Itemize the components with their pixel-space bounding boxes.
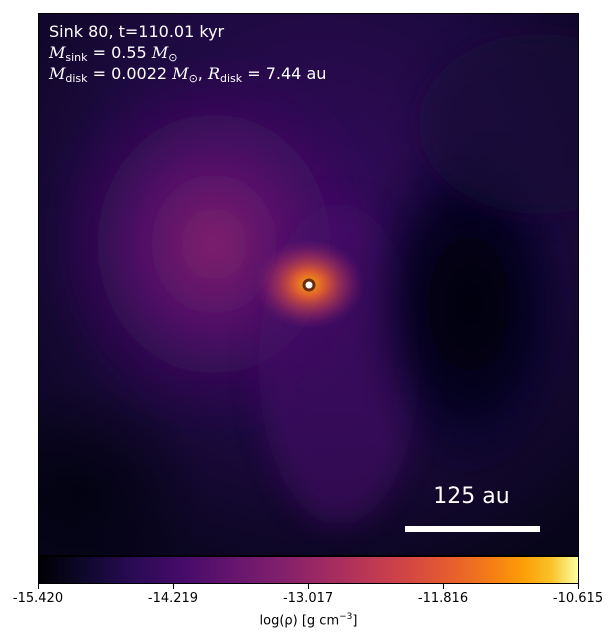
colorbar-tick	[578, 584, 579, 589]
colorbar-tick-label: -10.615	[552, 591, 604, 606]
colorbar-tick	[38, 584, 39, 589]
sink-label: Sink 80, t=110.01 kyr	[49, 22, 225, 41]
colorbar-label: log(ρ) [g cm−3]	[259, 612, 358, 629]
colorbar	[38, 556, 579, 584]
colorbar-tick-label: -13.017	[282, 591, 334, 606]
colorbar-tick-label: -11.816	[417, 591, 469, 606]
colorbar-tick	[443, 584, 445, 589]
scale-bar-label: 125 au	[433, 484, 510, 509]
density-map: Sink 80, t=110.01 kyr Msink = 0.55 M⊙ Md…	[38, 13, 579, 556]
sink-mass-label: Msink = 0.55 M⊙	[49, 43, 178, 64]
sink-marker	[302, 278, 316, 292]
disk-mass-radius-label: Mdisk = 0.0022 M⊙, Rdisk = 7.44 au	[49, 64, 327, 85]
scale-bar	[405, 526, 540, 532]
colorbar-tick	[308, 584, 310, 589]
colorbar-tick-label: -14.219	[147, 591, 199, 606]
colorbar-tick	[172, 584, 174, 589]
colorbar-tick-label: -15.420	[12, 591, 64, 606]
density-map-image	[39, 14, 578, 555]
